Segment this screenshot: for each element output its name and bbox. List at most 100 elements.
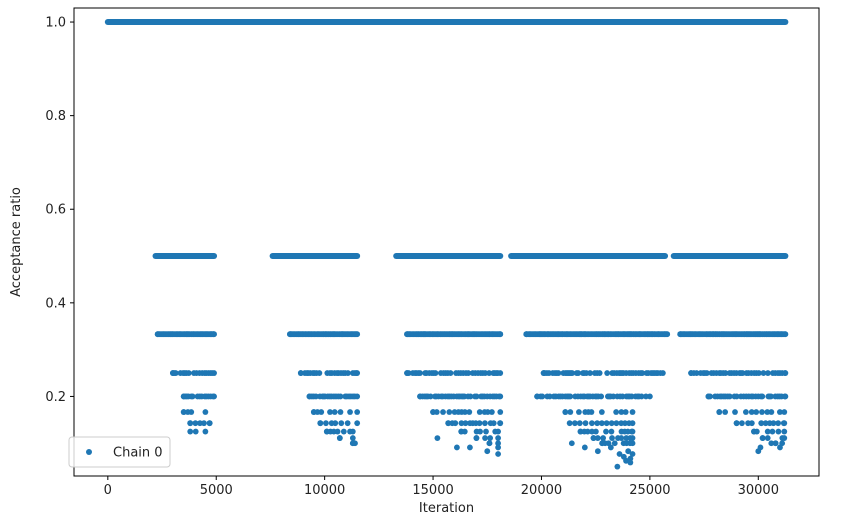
plot-frame bbox=[73, 7, 820, 477]
data-point bbox=[337, 393, 344, 400]
x-axis-label: Iteration bbox=[419, 501, 474, 516]
data-point bbox=[618, 435, 625, 441]
data-point bbox=[417, 370, 423, 376]
data-point bbox=[768, 393, 774, 400]
data-points bbox=[104, 19, 789, 470]
data-point bbox=[187, 420, 194, 427]
data-point bbox=[496, 393, 503, 400]
data-point bbox=[202, 428, 209, 435]
data-point bbox=[494, 370, 501, 376]
data-point bbox=[566, 420, 573, 427]
data-point bbox=[201, 420, 207, 427]
data-point bbox=[753, 428, 760, 435]
data-point bbox=[568, 440, 575, 447]
data-point bbox=[609, 435, 615, 441]
data-point bbox=[483, 428, 489, 435]
data-point bbox=[473, 435, 480, 441]
data-point bbox=[603, 428, 609, 435]
data-point bbox=[764, 409, 771, 415]
data-point bbox=[172, 370, 179, 376]
data-point bbox=[351, 393, 358, 400]
data-point bbox=[777, 444, 783, 451]
data-point bbox=[332, 420, 339, 427]
data-point bbox=[759, 435, 766, 441]
data-point bbox=[748, 409, 755, 415]
data-point bbox=[733, 393, 740, 400]
x-tick-label: 15000 bbox=[412, 483, 453, 498]
data-point bbox=[197, 420, 203, 427]
data-point bbox=[337, 409, 344, 415]
data-point bbox=[779, 435, 786, 441]
data-point bbox=[625, 448, 632, 455]
y-axis: 0.2 0.4 0.6 0.8 1.0 bbox=[45, 16, 74, 405]
data-point bbox=[584, 428, 591, 435]
data-point bbox=[581, 444, 588, 451]
data-point bbox=[775, 420, 782, 427]
data-point bbox=[608, 420, 615, 427]
data-point bbox=[202, 409, 209, 415]
data-point bbox=[347, 428, 353, 435]
data-point bbox=[590, 435, 597, 441]
data-point bbox=[497, 409, 504, 415]
data-point bbox=[707, 393, 713, 400]
data-point bbox=[716, 409, 723, 415]
data-point bbox=[782, 331, 788, 338]
data-point bbox=[317, 420, 324, 427]
data-point bbox=[782, 370, 788, 376]
data-point bbox=[345, 370, 351, 376]
data-point bbox=[353, 331, 360, 338]
data-point bbox=[764, 428, 771, 435]
y-tick-label: 1.0 bbox=[45, 16, 66, 31]
data-point bbox=[353, 370, 360, 376]
data-point bbox=[753, 409, 760, 415]
data-point bbox=[742, 409, 749, 415]
data-point bbox=[594, 448, 601, 455]
data-point bbox=[575, 370, 582, 376]
data-point bbox=[614, 463, 621, 470]
data-point bbox=[192, 428, 199, 435]
y-tick-label: 0.2 bbox=[45, 390, 66, 405]
data-point bbox=[467, 444, 473, 451]
data-point bbox=[611, 440, 618, 447]
data-point bbox=[764, 435, 771, 441]
data-point bbox=[495, 451, 502, 457]
data-point bbox=[604, 370, 611, 376]
data-point bbox=[180, 409, 187, 415]
data-point bbox=[338, 420, 345, 427]
y-tick-label: 0.4 bbox=[45, 296, 66, 311]
data-point bbox=[639, 370, 646, 376]
data-point bbox=[732, 409, 738, 415]
data-point bbox=[349, 435, 356, 441]
data-point bbox=[185, 370, 192, 376]
legend-label-chain-0: Chain 0 bbox=[113, 446, 163, 461]
data-point bbox=[336, 435, 343, 441]
data-point bbox=[594, 420, 601, 427]
data-point bbox=[657, 370, 664, 376]
data-point bbox=[318, 409, 325, 415]
data-point bbox=[768, 409, 775, 415]
legend: Chain 0 bbox=[68, 436, 171, 468]
data-point bbox=[775, 428, 782, 435]
data-point bbox=[622, 420, 628, 427]
data-point bbox=[770, 420, 777, 427]
data-point bbox=[764, 370, 771, 376]
data-point bbox=[613, 409, 620, 415]
data-point bbox=[206, 420, 213, 427]
data-point bbox=[323, 420, 329, 427]
data-point bbox=[497, 420, 503, 427]
data-point bbox=[618, 409, 625, 415]
data-point bbox=[187, 428, 194, 435]
data-point bbox=[739, 370, 746, 376]
data-point bbox=[445, 420, 452, 427]
data-point bbox=[539, 393, 546, 400]
y-axis-label: Acceptance ratio bbox=[9, 187, 24, 297]
data-point bbox=[188, 409, 195, 415]
data-point bbox=[340, 428, 347, 435]
data-point bbox=[210, 393, 216, 400]
data-point bbox=[354, 420, 361, 427]
y-tick-label: 0.8 bbox=[45, 109, 66, 124]
data-point bbox=[462, 409, 468, 415]
data-point bbox=[598, 393, 605, 400]
data-point bbox=[576, 409, 582, 415]
data-point bbox=[739, 420, 745, 427]
